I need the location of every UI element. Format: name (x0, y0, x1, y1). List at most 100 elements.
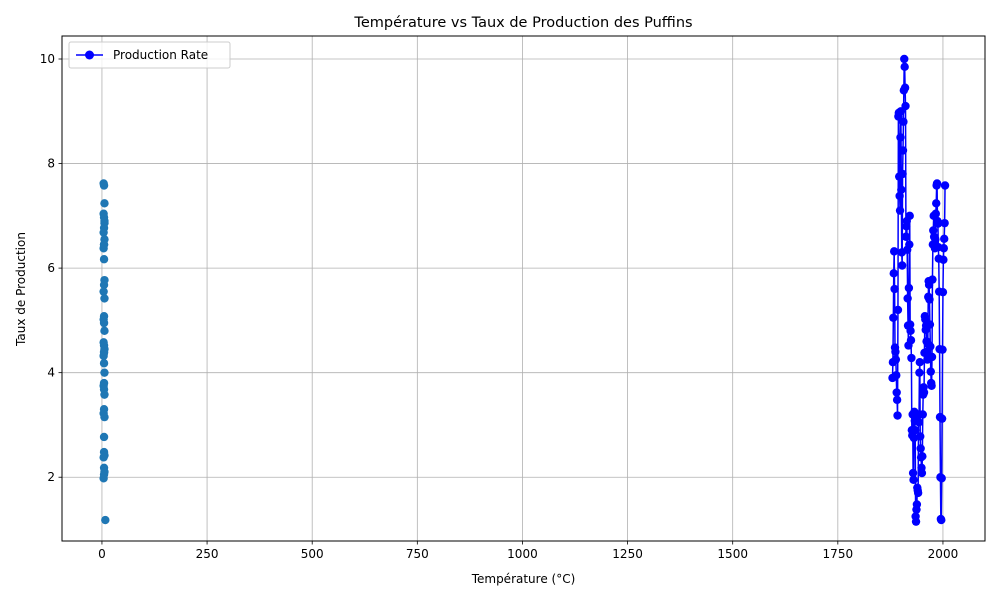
scatter-data-point (99, 280, 109, 290)
line-data-point (909, 433, 919, 443)
scatter-data-point (99, 228, 108, 237)
scatter-data-point (99, 318, 109, 328)
scatter-data-point (100, 294, 109, 303)
x-tick-label: 500 (301, 547, 324, 561)
line-data-point (932, 179, 942, 188)
line-data-point (889, 313, 898, 322)
line-data-point (931, 235, 940, 244)
x-tick-label: 1500 (717, 547, 748, 561)
line-data-point (895, 206, 905, 215)
plot-data (99, 54, 950, 526)
legend: Production Rate (68, 41, 231, 69)
line-data-point (897, 185, 906, 194)
scatter-data-point (100, 216, 109, 226)
line-data-point (940, 234, 949, 244)
line-data-point (933, 219, 943, 228)
scatter-data-point (99, 181, 109, 190)
line-data-point (904, 283, 914, 293)
scatter-data-point (100, 412, 109, 422)
line-data-point (908, 468, 918, 478)
line-data-point (900, 62, 909, 72)
line-data-point (917, 468, 927, 478)
line-data-point (937, 474, 946, 483)
scatter-data-point (99, 287, 108, 296)
scatter-data-point (100, 368, 109, 377)
line-data-point (909, 475, 918, 485)
line-data-point (889, 269, 898, 278)
line-data-point (905, 240, 914, 249)
line-data-point (893, 305, 903, 315)
line-data-point (911, 517, 921, 526)
line-data-point (915, 368, 924, 377)
line-data-point (914, 418, 924, 427)
y-tick-label: 4 (47, 366, 55, 380)
line-data-point (905, 211, 914, 221)
line-data-point (901, 101, 910, 111)
line-data-point (926, 342, 935, 351)
line-data-point (891, 355, 901, 364)
line-data-point (913, 488, 923, 498)
x-axis-title: Température (°C) (471, 572, 576, 586)
scatter-data-point (100, 199, 109, 208)
line-data-point (925, 320, 935, 329)
line-data-point (937, 414, 947, 423)
y-tick-label: 8 (47, 157, 55, 171)
scatter-data-point (99, 474, 108, 483)
line-data-point (925, 295, 934, 304)
line-data-point (916, 432, 925, 441)
x-tick-label: 250 (196, 547, 219, 561)
grid (62, 36, 985, 541)
scatter-data-point (99, 359, 109, 368)
scatter-data-point (99, 432, 109, 442)
line-data-point (907, 353, 916, 363)
scatter-data-point (99, 240, 109, 249)
line-data-point (937, 515, 946, 525)
line-data-point (926, 367, 935, 376)
scatter-data-point (101, 515, 110, 525)
line-data-point (899, 117, 908, 126)
legend-box (68, 41, 231, 69)
line-data-point (905, 320, 915, 329)
line-data-point (893, 411, 902, 420)
plot-frame (61, 35, 986, 542)
legend-label: Production Rate (113, 48, 208, 62)
line-data-point (929, 226, 938, 235)
x-tick-label: 1250 (612, 547, 643, 561)
line-data-point (940, 218, 949, 228)
y-axis-title: Taux de Production (14, 232, 28, 347)
axis-ticks: 0 250 500 750 1000 1250 1500 1750 2000 2 4 6 8 10 (40, 52, 959, 561)
line-data-point (900, 83, 910, 92)
line-data-point (918, 410, 927, 419)
x-tick-label: 750 (406, 547, 429, 561)
line-data-point (890, 284, 899, 294)
line-data-point (903, 294, 912, 303)
scatter-data-point (99, 255, 109, 264)
legend-marker-swatch (85, 50, 94, 60)
scatter-data-point (100, 390, 109, 399)
y-tick-label: 10 (40, 52, 55, 66)
x-tick-label: 1000 (507, 547, 538, 561)
line-data-point (927, 381, 936, 390)
line-data-point (940, 181, 950, 190)
chart-title: Température vs Taux de Production des Pu… (353, 15, 692, 31)
line-data-point (897, 261, 907, 270)
line-data-point (932, 199, 941, 208)
line-data-point (891, 347, 900, 356)
y-tick-label: 6 (47, 261, 55, 275)
line-data-point (939, 255, 948, 264)
line-data-point (898, 169, 907, 179)
line-data-point (927, 352, 937, 362)
line-data-point (892, 395, 902, 405)
line-data-point (928, 275, 937, 284)
line-data-point (938, 345, 947, 354)
line-data-point (931, 209, 940, 218)
line-data-point (896, 133, 905, 142)
x-tick-label: 1750 (823, 547, 854, 561)
line-data-point (912, 500, 922, 509)
line-data-point (892, 371, 901, 380)
line-data-point (939, 244, 948, 253)
line-data-point (892, 388, 901, 397)
line-data-point (938, 287, 948, 297)
line-data-point (916, 444, 925, 453)
